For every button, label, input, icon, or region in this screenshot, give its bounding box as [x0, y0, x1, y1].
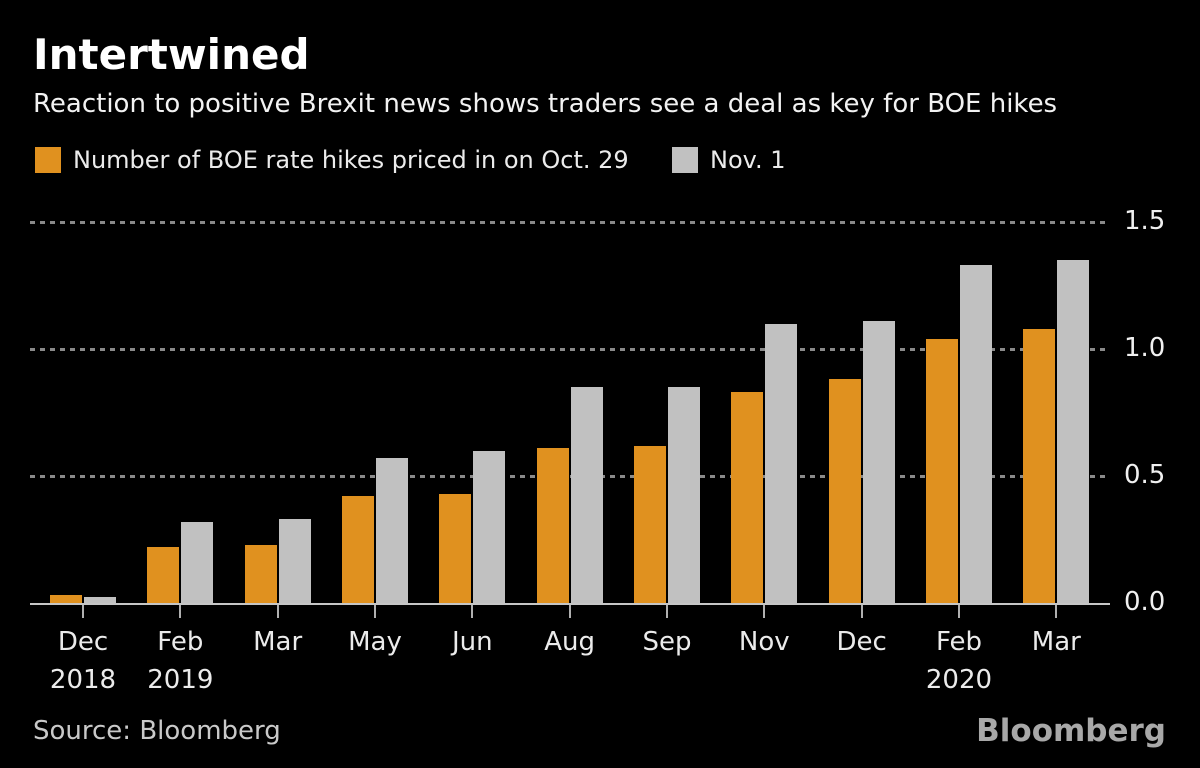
x-axis-tick [957, 605, 960, 618]
x-axis-label-jun-2019: Jun [452, 627, 493, 657]
x-axis-year-2020: 2020 [925, 665, 993, 695]
x-axis-label-feb-2020: Feb [935, 627, 982, 657]
bar-nov1-feb-2020 [959, 265, 992, 603]
x-axis-label-nov-2019: Nov [738, 627, 790, 657]
x-axis-tick [276, 605, 279, 618]
legend-label-oct29: Number of BOE rate hikes priced in on Oc… [73, 146, 629, 174]
bar-oct29-may-2019 [341, 496, 374, 603]
gridline-0.5 [30, 475, 1110, 478]
legend-swatch-nov1 [672, 147, 698, 173]
bar-oct29-nov-2019 [731, 392, 764, 603]
bar-oct29-sep-2019 [633, 445, 666, 603]
page-title: Intertwined [33, 30, 310, 79]
bar-nov1-feb-2019 [181, 521, 214, 603]
plot-area: 0.0 0.5 1.0 1.5 Dec 2018 Feb 2019 Mar May Jun Aug Se… [30, 206, 1165, 695]
y-axis-label-1.0: 1.0 [1124, 333, 1166, 363]
bloomberg-logo: Bloomberg [976, 713, 1166, 749]
x-axis-tick [860, 605, 863, 618]
x-axis-label-may-2019: May [348, 627, 402, 657]
x-axis-tick [568, 605, 571, 618]
legend: Number of BOE rate hikes priced in on Oc… [0, 146, 1200, 176]
x-axis-tick [82, 605, 84, 618]
bar-oct29-mar-2019 [244, 544, 277, 603]
bar-nov1-nov-2019 [765, 323, 798, 603]
x-axis-tick [665, 605, 668, 618]
x-axis-label-mar-2019: Mar [253, 627, 303, 657]
y-axis-label-1.5: 1.5 [1124, 206, 1166, 236]
bar-nov1-dec-2019 [862, 321, 895, 603]
x-axis-tick [373, 605, 376, 618]
bar-nov1-jun-2019 [473, 450, 506, 603]
source-note: Source: Bloomberg [33, 716, 281, 746]
x-axis-tick [1055, 605, 1058, 618]
x-axis-label-feb-2019: Feb [157, 627, 204, 657]
bar-oct29-feb-2020 [925, 338, 958, 603]
bar-nov1-may-2019 [375, 458, 408, 603]
legend-item-oct29: Number of BOE rate hikes priced in on Oc… [35, 146, 629, 174]
x-axis-tick [179, 605, 182, 618]
bar-nov1-mar-2019 [278, 519, 311, 603]
bar-nov1-sep-2019 [667, 387, 700, 603]
bar-oct29-dec-2018 [50, 595, 82, 603]
x-axis-label-dec-2019: Dec [836, 627, 887, 657]
bar-nov1-dec-2018 [84, 596, 116, 603]
x-axis-label-dec-2018: Dec [57, 627, 109, 657]
x-axis-tick [763, 605, 766, 618]
x-axis-label-mar-2020: Mar [1031, 627, 1081, 657]
bar-oct29-feb-2019 [147, 547, 180, 603]
x-axis-label-aug-2019: Aug [544, 627, 596, 657]
gridline-1.0 [30, 348, 1110, 351]
y-axis-label-0.0: 0.0 [1124, 587, 1166, 617]
x-axis-tick [471, 605, 474, 618]
page-subtitle: Reaction to positive Brexit news shows t… [33, 89, 1058, 119]
x-axis-year-2018: 2018 [49, 665, 117, 695]
bar-oct29-jun-2019 [439, 493, 472, 603]
bar-oct29-dec-2019 [828, 379, 861, 603]
bar-oct29-aug-2019 [536, 448, 569, 603]
y-axis-label-0.5: 0.5 [1124, 460, 1166, 490]
x-axis-label-sep-2019: Sep [642, 627, 692, 657]
x-axis-year-2019: 2019 [147, 665, 214, 695]
legend-label-nov1: Nov. 1 [710, 146, 786, 174]
legend-swatch-oct29 [35, 147, 61, 173]
legend-item-nov1: Nov. 1 [672, 146, 786, 174]
gridline-1.5 [30, 221, 1110, 224]
bar-oct29-mar-2020 [1023, 328, 1056, 603]
bar-nov1-aug-2019 [570, 387, 603, 603]
bar-nov1-mar-2020 [1057, 260, 1090, 603]
x-axis-line [30, 603, 1110, 605]
